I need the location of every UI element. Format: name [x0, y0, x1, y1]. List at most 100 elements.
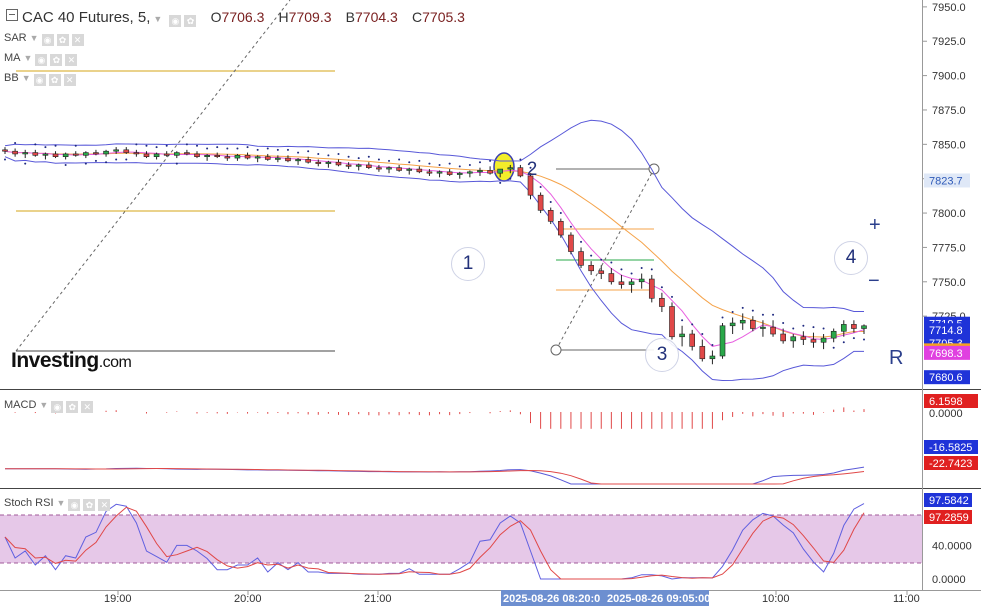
candle-body[interactable] — [12, 150, 18, 155]
candle-body[interactable] — [699, 346, 706, 360]
candle-body[interactable] — [264, 156, 271, 160]
candle-body[interactable] — [851, 324, 857, 329]
candle-body[interactable] — [123, 149, 130, 153]
wave-label-4[interactable]: 4 — [834, 241, 868, 275]
candle-body[interactable] — [204, 155, 210, 157]
chevron-down-icon[interactable]: ▼ — [153, 14, 163, 24]
gear-icon[interactable]: ✿ — [66, 401, 79, 413]
close-icon[interactable]: ✕ — [63, 74, 76, 86]
close-icon[interactable]: ✕ — [81, 401, 94, 413]
candle-body[interactable] — [163, 153, 170, 156]
candle-body[interactable] — [22, 152, 29, 155]
candle-body[interactable] — [840, 324, 847, 332]
candle-body[interactable] — [679, 333, 685, 338]
candle-body[interactable] — [366, 164, 372, 168]
candle-body[interactable] — [568, 234, 574, 252]
candle-body[interactable] — [153, 153, 160, 157]
reset-button[interactable]: R — [889, 347, 904, 369]
candle-body[interactable] — [861, 325, 867, 329]
candle-body[interactable] — [214, 155, 221, 157]
bollinger-upper[interactable] — [4, 119, 864, 312]
candle-body[interactable] — [770, 326, 776, 335]
collapse-icon[interactable] — [6, 9, 18, 21]
zoom-in-button[interactable]: + — [869, 214, 881, 236]
candle-body[interactable] — [244, 155, 251, 159]
candle-body[interactable] — [810, 339, 817, 343]
candle-body[interactable] — [800, 336, 807, 340]
gear-icon[interactable]: ✿ — [184, 15, 197, 27]
wave-label-3[interactable]: 3 — [645, 338, 679, 372]
drawing-handle[interactable] — [550, 344, 562, 356]
candle-body[interactable] — [113, 149, 119, 152]
candle-body[interactable] — [497, 168, 503, 174]
candle-body[interactable] — [618, 281, 625, 285]
candle-body[interactable] — [396, 167, 402, 171]
indicator-ma[interactable]: MA ▼ ◉ ✿ ✕ — [4, 52, 78, 66]
candle-body[interactable] — [426, 171, 433, 174]
symbol-title[interactable]: CAC 40 Futures, 5, — [22, 9, 151, 26]
candle-body[interactable] — [406, 168, 413, 171]
candle-body[interactable] — [719, 325, 726, 357]
eye-icon[interactable]: ◉ — [33, 74, 46, 86]
eye-icon[interactable]: ◉ — [68, 499, 81, 511]
candle-body[interactable] — [295, 159, 301, 162]
candle-body[interactable] — [446, 171, 453, 175]
candle-body[interactable] — [820, 337, 827, 343]
candle-body[interactable] — [305, 159, 311, 163]
candle-body[interactable] — [729, 322, 736, 327]
candle-body[interactable] — [830, 330, 837, 339]
eye-icon[interactable]: ◉ — [169, 15, 182, 27]
candle-body[interactable] — [750, 319, 756, 329]
candle-body[interactable] — [234, 155, 241, 159]
candle-body[interactable] — [62, 153, 69, 157]
wave-label-2[interactable]: 2 — [526, 159, 538, 180]
drawing-diagonal-line[interactable] — [15, 0, 291, 352]
candle-body[interactable] — [2, 149, 8, 152]
wave-label-1[interactable]: 1 — [451, 247, 485, 281]
indicator-sar[interactable]: SAR ▼ ◉ ✿ ✕ — [4, 32, 84, 46]
chevron-down-icon[interactable]: ▼ — [56, 498, 66, 508]
candle-body[interactable] — [345, 164, 352, 167]
candle-body[interactable] — [780, 333, 786, 342]
chevron-down-icon[interactable]: ▼ — [21, 73, 31, 83]
candle-body[interactable] — [760, 326, 766, 329]
gear-icon[interactable]: ✿ — [83, 499, 96, 511]
close-icon[interactable]: ✕ — [98, 499, 111, 511]
gear-icon[interactable]: ✿ — [56, 34, 69, 46]
candle-body[interactable] — [285, 157, 291, 162]
candle-body[interactable] — [416, 168, 423, 173]
stoch-rsi-legend[interactable]: Stoch RSI ▼ ◉ ✿ ✕ — [4, 497, 111, 511]
candle-body[interactable] — [93, 152, 99, 155]
candle-body[interactable] — [558, 221, 564, 236]
candle-body[interactable] — [689, 333, 696, 347]
candle-body[interactable] — [598, 270, 605, 274]
chevron-down-icon[interactable]: ▼ — [39, 400, 49, 410]
eye-icon[interactable]: ◉ — [51, 401, 64, 413]
candle-body[interactable] — [578, 251, 584, 266]
candle-body[interactable] — [174, 152, 180, 156]
candle-body[interactable] — [42, 153, 49, 156]
candle-body[interactable] — [487, 170, 493, 174]
candle-body[interactable] — [194, 153, 200, 157]
candle-body[interactable] — [52, 153, 59, 157]
candle-body[interactable] — [335, 161, 342, 166]
bollinger-lower[interactable] — [4, 156, 864, 382]
candle-body[interactable] — [72, 153, 79, 156]
chevron-down-icon[interactable]: ▼ — [29, 33, 39, 43]
candle-body[interactable] — [739, 319, 746, 324]
moving-average-slow[interactable] — [4, 150, 864, 338]
candle-body[interactable] — [103, 150, 109, 155]
candle-body[interactable] — [133, 152, 140, 155]
candle-body[interactable] — [32, 152, 39, 156]
candle-body[interactable] — [376, 167, 382, 170]
candle-body[interactable] — [527, 175, 534, 196]
candle-body[interactable] — [254, 156, 261, 159]
gear-icon[interactable]: ✿ — [48, 74, 61, 86]
highlight-marker[interactable] — [493, 152, 515, 182]
candle-body[interactable] — [275, 157, 281, 160]
stoch-d-line[interactable] — [4, 506, 865, 580]
candle-body[interactable] — [507, 167, 514, 170]
candle-body[interactable] — [628, 281, 635, 285]
candle-body[interactable] — [659, 297, 665, 307]
